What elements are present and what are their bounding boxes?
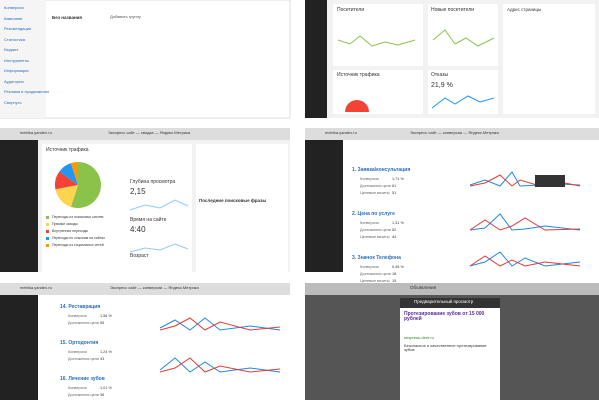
metric-value: 36 bbox=[100, 393, 105, 397]
metric-value: 43 bbox=[100, 357, 105, 361]
window-title: Экспресс сайт — конверсии — Яндекс.Метри… bbox=[110, 285, 199, 290]
sidebar-item: Кампании bbox=[4, 15, 23, 21]
table-title: Без названия bbox=[52, 15, 83, 20]
legend-item: Переходы по ссылкам на сайтах bbox=[52, 236, 105, 240]
metric-label: Конверсия bbox=[68, 314, 87, 318]
legend-swatch bbox=[46, 230, 49, 233]
widget-title: Адрес страницы bbox=[507, 7, 542, 12]
metric-value: 1,71 % bbox=[392, 177, 404, 181]
pie-slice bbox=[70, 162, 78, 185]
pie-slice bbox=[55, 171, 78, 190]
metric-value: 2,15 bbox=[130, 187, 146, 196]
legend-swatch bbox=[46, 244, 49, 247]
goal-title: 2. Цена по услуге bbox=[352, 211, 395, 217]
sidebar-item: Информация bbox=[4, 68, 29, 73]
sidebar-item: Реклама и продвижение bbox=[4, 89, 50, 94]
metric-label: Целевые визиты bbox=[360, 279, 390, 283]
browser-tab: metrika.yandex.ru bbox=[20, 285, 52, 290]
metric-label: Конверсия bbox=[68, 386, 87, 390]
metric-value: 61 bbox=[392, 184, 397, 188]
sidebar-item: Рекомендации bbox=[4, 26, 32, 31]
metric-label: Конверсия bbox=[68, 350, 87, 354]
metric-label: Конверсия bbox=[360, 265, 379, 269]
metric-label: Целевые визиты bbox=[360, 235, 390, 239]
goal-title: 14. Реставрация bbox=[60, 304, 101, 310]
metric-value: 18 bbox=[392, 272, 397, 276]
metric-label: Достижения цели bbox=[360, 184, 391, 188]
metric-label: Конверсия bbox=[360, 221, 379, 225]
metric-label: Достижения цели bbox=[360, 272, 391, 276]
sidebar-item: Аудитории bbox=[4, 78, 24, 84]
legend-item: Переходы из социальных сетей bbox=[52, 243, 104, 247]
metric-value: 1,01 % bbox=[100, 386, 112, 390]
legend-item: Переходы из поисковых систем bbox=[52, 215, 104, 219]
widget-title: Источник трафика bbox=[46, 147, 89, 153]
metric-value: 1,31 % bbox=[392, 221, 404, 225]
metric-value: 1,24 % bbox=[100, 350, 112, 354]
metric-value: 15 bbox=[392, 279, 397, 283]
dialog-title: Предварительный просмотр bbox=[414, 299, 474, 304]
metric-value: 52 bbox=[392, 228, 397, 232]
sidebar-item: Бюджет bbox=[4, 47, 19, 52]
metric-label: Достижения цели bbox=[360, 228, 391, 232]
legend-swatch bbox=[46, 237, 49, 240]
metric-label: Достижения цели bbox=[68, 357, 99, 361]
goal-title: 15. Ортодонтия bbox=[60, 340, 99, 346]
ad-url: ekspress-dent.ru bbox=[404, 335, 434, 340]
metric-value: 1,56 % bbox=[100, 314, 112, 318]
metric-value: 4:40 bbox=[130, 225, 146, 234]
widget-title: Новые посетители bbox=[431, 7, 475, 13]
metric-label: Целевые визиты bbox=[360, 191, 390, 195]
metric-label: Конверсия bbox=[360, 177, 379, 181]
sidebar-item: Статистика bbox=[4, 36, 26, 42]
browser-tab: metrika.yandex.ru bbox=[325, 130, 357, 135]
metric-value: 0,45 % bbox=[392, 265, 404, 269]
pie-slice bbox=[55, 185, 78, 207]
ad-text: Безопасное и качественное протезирование… bbox=[404, 343, 487, 352]
ad-title: Протезирование зубов от 15 000 рублей bbox=[404, 311, 485, 322]
metric-value: 44 bbox=[392, 235, 397, 239]
legend-item: Прямые заходы bbox=[52, 222, 78, 226]
legend-swatch bbox=[46, 216, 49, 219]
window-title: Экспресс сайт — сводка — Яндекс.Метрика bbox=[108, 130, 191, 135]
sidebar-item: Конверсии bbox=[4, 5, 24, 10]
widget-title: Источник трафика bbox=[337, 72, 380, 78]
legend-swatch bbox=[46, 223, 49, 226]
browser-tab: metrika.yandex.ru bbox=[20, 130, 52, 135]
widget-title: Время на сайте bbox=[130, 217, 167, 223]
widget-title: Последние поисковые фразы bbox=[199, 198, 267, 203]
add-group-button: Добавить группу bbox=[110, 14, 141, 19]
metric-value: 55 bbox=[100, 321, 105, 325]
pie-slice bbox=[70, 162, 102, 209]
widget-title: Отказы bbox=[431, 72, 449, 78]
widget-title: Посетители bbox=[337, 7, 365, 13]
sidebar-item: Инструменты bbox=[4, 57, 29, 63]
pie-slice bbox=[59, 163, 78, 185]
goal-title: 16. Лечение зубов bbox=[60, 376, 105, 382]
bounce-value: 21,9 % bbox=[431, 82, 453, 89]
widget-title: Возраст bbox=[130, 253, 149, 259]
metric-value: 51 bbox=[392, 191, 397, 195]
metric-label: Достижения цели bbox=[68, 321, 99, 325]
widget-title: Глубина просмотра bbox=[130, 179, 176, 185]
legend-item: Внутренние переходы bbox=[52, 229, 89, 233]
metric-label: Достижения цели bbox=[68, 393, 99, 397]
window-title: Экспресс сайт — конверсии — Яндекс.Метри… bbox=[410, 130, 499, 135]
goal-title: 3. Значок Телефона bbox=[352, 255, 401, 261]
page-header: Объявления bbox=[410, 285, 437, 290]
goal-title: 1. Заявка/консультация bbox=[352, 167, 411, 173]
sidebar-item: Свернуть bbox=[4, 99, 22, 105]
